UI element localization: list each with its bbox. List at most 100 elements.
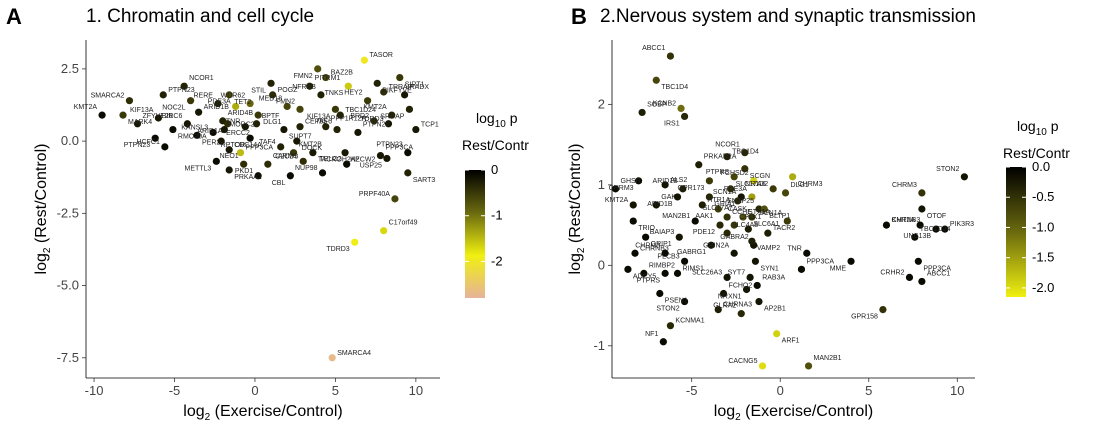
panel-b-point-label: GPR158 — [851, 314, 878, 321]
panel-a-point — [267, 79, 275, 87]
panel-b-point-label: SNAP25 — [727, 198, 754, 205]
panel-b-point-label: ARID1B — [653, 178, 679, 185]
panel-b-point — [960, 173, 968, 181]
panel-a-point — [360, 56, 368, 64]
panel-a-x-tick-label: -10 — [85, 383, 104, 398]
panel-b-point — [698, 201, 706, 209]
panel-a-point — [246, 134, 254, 142]
panel-b-point — [673, 269, 682, 277]
panel-a-point — [224, 120, 232, 128]
panel-b-point-label: SCN1A — [759, 210, 783, 217]
panel-b-point-label: NCOR1 — [715, 142, 740, 149]
panel-a-point — [341, 149, 349, 157]
panel-a-point — [183, 120, 191, 128]
panel-a-letter: A — [6, 4, 22, 29]
panel-b-point-label: ARID1B — [647, 201, 673, 208]
panel-a-point-label: DOCK — [302, 145, 323, 152]
panel-a-point-label: PER2 — [202, 139, 220, 146]
panel-a-point-label: PRPF40A — [359, 191, 390, 198]
panel-a-point-label: C2CD3 — [275, 153, 298, 160]
panel-a-point-label: KMT2B — [299, 142, 323, 149]
panel-b-point — [677, 104, 685, 113]
panel-b-point-label: CHRM3 — [798, 181, 823, 188]
panel-a-point-label: CARM1 — [273, 153, 298, 160]
panel-a-point-label: BAZ2B — [331, 70, 354, 77]
panel-b-point — [652, 201, 660, 209]
panel-a-point — [241, 123, 249, 131]
panel-a-point-label: KMT2A — [74, 104, 98, 111]
panel-a-point-label: PKD1 — [235, 168, 253, 175]
panel-b-letter: B — [571, 4, 587, 29]
panel-b-point-label: STON2 — [936, 166, 959, 173]
panel-b-point-label: STON2 — [656, 306, 679, 313]
panel-b-point — [714, 305, 722, 314]
panel-b-x-axis-label: log2 (Exercise/Control) — [714, 403, 873, 423]
panel-a-point-label: C17orf49 — [389, 220, 418, 227]
panel-a-point-label: ARID1A — [197, 128, 223, 135]
panel-a-point — [405, 105, 414, 113]
panel-a-point — [363, 97, 372, 105]
panel-b-point-label: RIMBP2 — [649, 262, 675, 269]
panel-b-y-tick-label: -1 — [593, 338, 605, 353]
panel-a-point-label: TBC1D24 — [345, 107, 376, 114]
panel-b-point — [666, 322, 675, 330]
panel-b-point — [673, 193, 682, 201]
panel-b-point — [746, 273, 754, 282]
panel-b-point — [675, 233, 683, 241]
panel-a-point — [195, 108, 203, 116]
panel-b-point — [797, 265, 806, 273]
panel-b-point-label: KCNMA1 — [675, 318, 704, 325]
panel-a-point — [370, 117, 378, 125]
panel-a-legend-tick-label: -2 — [491, 253, 503, 268]
panel-b-point-label: TBC1D4 — [661, 84, 688, 91]
panel-a-point-label: NOC2L — [162, 105, 185, 112]
panel-a-point-label: MORC2 — [229, 122, 254, 129]
panel-b-title: 2.Nervous system and synaptic transmissi… — [600, 6, 976, 27]
panel-b-point-label: FCHO2 — [729, 283, 753, 290]
panel-a-point — [343, 160, 351, 168]
panel-b-point-label: GABRA2 — [720, 234, 749, 241]
panel-b-point-label: PLCB3 — [657, 253, 679, 260]
panel-b-legend-subtitle: Rest/Contr — [1003, 145, 1070, 161]
panel-b-point — [659, 338, 667, 346]
panel-a-point-label: KIF13A — [130, 107, 154, 114]
panel-a-point — [212, 157, 220, 165]
panel-b-point-label: PDE3A — [724, 186, 747, 193]
panel-a-point-label: SMARCA4 — [337, 350, 371, 357]
panel-b-point-label: PRKAR2A — [704, 154, 737, 161]
panel-b-point — [741, 149, 749, 157]
panel-b-point-label: AAK1 — [695, 213, 713, 220]
panel-a-point-label: TASOR — [369, 52, 393, 59]
panel-a-point — [236, 149, 245, 157]
panel-b-point — [681, 112, 689, 121]
panel-a-point-label: HECW2 — [350, 157, 375, 164]
panel-a-point-label: TACROH2A2 — [318, 157, 360, 164]
panel-b-point-label: NF1 — [645, 331, 658, 338]
panel-a-point-label: USP25 — [360, 162, 382, 169]
panel-b-point — [629, 201, 637, 209]
panel-a-point-label: HCFC1 — [137, 139, 160, 146]
panel-a-point — [317, 91, 325, 99]
panel-a-point — [306, 82, 314, 90]
panel-b-point-label: PPP3CA — [806, 258, 834, 265]
panel-b-point-label: RIMS1 — [683, 265, 705, 272]
panel-b-point — [879, 305, 887, 314]
panel-b-point — [730, 173, 738, 181]
panel-b-point-label: CHRNA3 — [723, 302, 752, 309]
panel-b-point — [773, 330, 781, 338]
panel-b-point — [764, 229, 772, 237]
panel-b-point — [691, 217, 699, 225]
panel-b-point-label: IRS1 — [664, 120, 680, 127]
panel-b-point-label: PTPRS — [706, 169, 730, 176]
panel-b-y-tick-label: 0 — [598, 257, 605, 272]
panel-b-point — [748, 237, 756, 245]
panel-b-point-label: SOBP — [647, 101, 667, 108]
panel-b-x-tick-label: 0 — [777, 383, 784, 398]
panel-b-point — [737, 310, 745, 318]
panel-a-point — [159, 91, 167, 99]
panel-a-point-label: CEP85 — [305, 119, 327, 126]
panel-a-point — [344, 82, 352, 90]
panel-b-point-label: ABCC1 — [642, 45, 665, 52]
panel-b-point-label: ALS2 — [670, 177, 687, 184]
